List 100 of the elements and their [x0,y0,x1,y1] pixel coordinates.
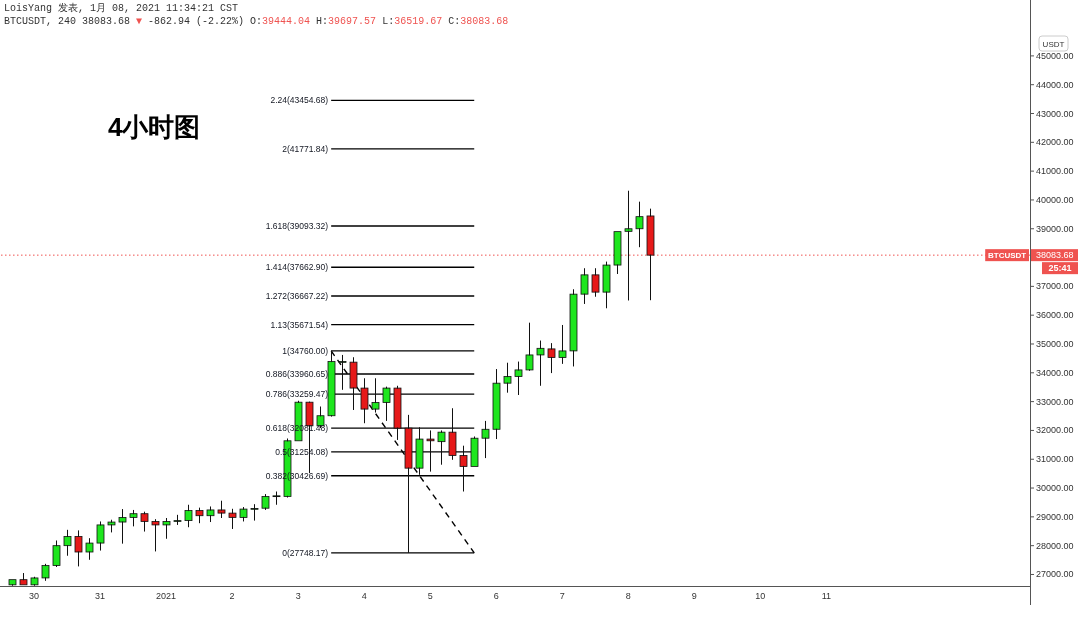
candlestick [41,563,50,582]
x-tick-label: 2 [229,591,235,601]
candlestick [239,506,248,522]
text: BTCUSDT, 240 38083.68 ▼ -862.94 (-2.22%) O:39444.04 H:39697.57 L:36519.67 C: [4,16,461,27]
candlestick [547,342,556,374]
annotation: 38083.68 [460,16,509,27]
candlestick [360,377,369,424]
candlestick [140,511,149,533]
x-tick-label: 6 [493,591,499,601]
annotation: 0.786(33259.47) [265,389,329,400]
y-tick-label: 35000.00 [1036,338,1074,349]
candlestick [613,231,622,275]
candlestick [459,445,468,492]
candlestick [558,324,567,365]
annotation: 1.414(37662.90) [265,262,329,273]
ref-line-label: BTCUSDT [987,250,1027,260]
text: 25:41 [1048,263,1072,274]
candlestick [30,576,39,586]
candlestick [503,362,512,394]
candlestick [327,350,336,417]
candlestick [470,435,479,467]
candlestick [129,509,138,527]
annotation: 0.886(33960.65) [265,368,329,379]
candlestick [338,354,347,391]
y-tick-label: 33000.00 [1036,396,1074,407]
candlestick [624,190,633,301]
annotation: 2(41771.84) [282,143,329,154]
text: 4小时图 [108,112,201,142]
candlestick [228,508,237,530]
x-tick-label: 5 [427,591,433,601]
candlestick [393,385,402,441]
y-tick-label: 42000.00 [1036,137,1074,148]
candlestick [415,426,424,476]
candlestick [646,208,655,301]
candlestick [536,340,545,387]
candlestick [250,503,259,522]
candlestick [514,361,523,396]
candlestick [206,505,215,523]
y-tick-label: 28000.00 [1036,540,1074,551]
y-tick-label: 32000.00 [1036,425,1074,436]
y-tick-label: 40000.00 [1036,194,1074,205]
y-tick-label: 30000.00 [1036,483,1074,494]
y-tick-label: 37000.00 [1036,281,1074,292]
x-tick-label: 8 [625,591,631,601]
y-tick-label: 27000.00 [1036,569,1074,580]
candlestick [107,519,116,533]
candlestick [19,572,28,586]
candlestick [272,491,281,506]
candlestick [437,429,446,466]
x-tick-label: 2021 [156,591,177,601]
candlestick [404,414,413,554]
candlestick [85,537,94,561]
candlestick [195,507,204,524]
annotation: LoisYang 发表, 1月 08, 2021 11:34:21 CST [4,2,239,14]
candlestick [580,267,589,305]
y-tick-label: 41000.00 [1036,166,1074,177]
annotation: 1.618(39093.32) [265,221,329,232]
y-tick-label: 34000.00 [1036,367,1074,378]
y-tick-label: 43000.00 [1036,108,1074,119]
candlestick [261,493,270,511]
candlestick [96,520,105,552]
candlestick [371,377,380,414]
x-tick-label: 11 [821,591,832,601]
candlestick [569,288,578,367]
candlestick [382,386,391,422]
candlestick [52,539,61,568]
y-tick-label: 29000.00 [1036,511,1074,522]
x-tick-label: 31 [95,591,106,601]
candlestick [349,356,358,411]
candlestick [184,504,193,528]
x-tick-label: 10 [755,591,766,601]
candlestick [8,579,17,586]
candlestick [173,514,182,526]
annotation: 2.24(43454.68) [270,95,329,106]
candlestick [525,322,534,371]
candlestick [151,518,160,552]
annotation: 1.272(36667.22) [265,290,329,301]
y-axis-title: USDT [1042,39,1065,48]
x-tick-label: 4 [361,591,367,601]
annotation: 1.13(35671.54) [270,319,329,330]
x-tick-label: 3 [295,591,301,601]
annotation: 0(27748.17) [282,547,329,558]
y-tick-label: 45000.00 [1036,50,1074,61]
candlestick [481,420,490,459]
x-tick-label: 7 [559,591,565,601]
candlestick [74,529,83,567]
candlestick [591,267,600,298]
candlestick [118,508,127,545]
candlestick [492,368,501,440]
x-tick-label: 30 [29,591,40,601]
annotation: 1(34760.00) [282,345,329,356]
y-tick-label: 31000.00 [1036,454,1074,465]
candlestick [635,201,644,248]
candlestick [63,529,72,557]
y-tick-label: 36000.00 [1036,310,1074,321]
candlestick [162,517,171,540]
y-tick-label: 39000.00 [1036,223,1074,234]
candlestick [448,407,457,461]
candlestick [602,261,611,309]
candlestick [217,500,226,519]
